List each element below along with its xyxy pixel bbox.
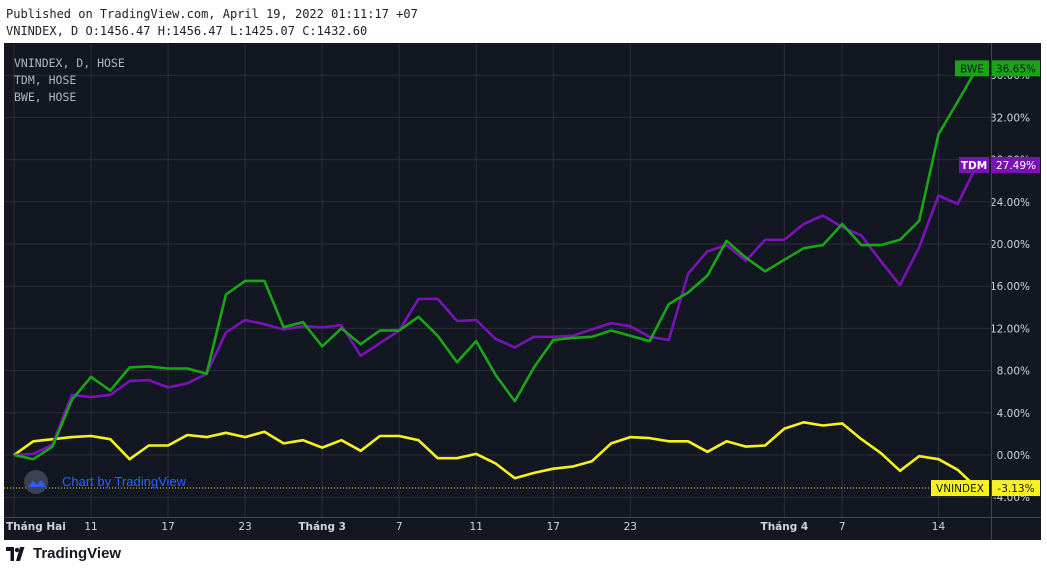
y-tick-label: 24.00% bbox=[990, 197, 1030, 209]
x-tick-label: 17 bbox=[161, 521, 174, 533]
series-name-tag-text: TDM bbox=[961, 160, 987, 172]
series-name-tag-bwe bbox=[955, 60, 989, 77]
legend: VNINDEX, D, HOSE TDM, HOSE BWE, HOSE bbox=[14, 56, 125, 104]
series-name-tag-text: BWE bbox=[960, 63, 984, 75]
series-name-tag-vnindex bbox=[931, 480, 989, 497]
y-tick-label: 4.00% bbox=[997, 408, 1030, 420]
y-tick-label: 20.00% bbox=[990, 239, 1030, 251]
y-tick-label: 8.00% bbox=[997, 366, 1030, 378]
last-value-tag-tdm bbox=[992, 156, 1040, 173]
cloud-logo-icon bbox=[24, 470, 48, 494]
tradingview-watermark[interactable]: Chart by TradingView bbox=[24, 470, 187, 494]
last-value-text: -3.13% bbox=[997, 483, 1034, 495]
last-value-tag-bwe bbox=[992, 60, 1040, 77]
x-tick-label: Tháng 4 bbox=[761, 521, 809, 533]
legend-item-tdm: TDM, HOSE bbox=[14, 73, 76, 87]
series-name-tag-tdm bbox=[959, 156, 989, 173]
series-line-vnindex[interactable] bbox=[13, 420, 978, 489]
last-value-text: 36.65% bbox=[996, 63, 1036, 75]
series-line-bwe[interactable] bbox=[13, 67, 979, 461]
tradingview-logo-icon bbox=[6, 546, 25, 561]
watermark-text: Chart by TradingView bbox=[62, 474, 187, 489]
x-tick-label: 11 bbox=[470, 521, 483, 533]
y-tick-label: 32.00% bbox=[990, 112, 1030, 124]
x-tick-label: 14 bbox=[932, 521, 946, 533]
y-tick-label: 16.00% bbox=[990, 281, 1030, 293]
published-info: Published on TradingView.com, April 19, … bbox=[6, 7, 418, 21]
ohlc-readout: VNINDEX, D O:1456.47 H:1456.47 L:1425.07… bbox=[6, 24, 368, 38]
series-line-tdm[interactable] bbox=[13, 164, 979, 457]
y-tick-label: 12.00% bbox=[990, 323, 1030, 335]
chart-background bbox=[4, 43, 1041, 540]
last-value-tag-vnindex bbox=[992, 480, 1040, 497]
legend-item-vnindex: VNINDEX, D, HOSE bbox=[14, 56, 125, 70]
x-tick-label: Tháng Hai bbox=[6, 521, 66, 533]
tradingview-brand[interactable]: TradingView bbox=[6, 545, 121, 562]
x-tick-label: 23 bbox=[238, 521, 251, 533]
legend-item-bwe: BWE, HOSE bbox=[14, 90, 76, 104]
brand-name: TradingView bbox=[33, 545, 122, 562]
x-tick-label: 7 bbox=[396, 521, 403, 533]
x-tick-label: 7 bbox=[839, 521, 846, 533]
x-tick-label: 11 bbox=[84, 521, 97, 533]
y-tick-label: 0.00% bbox=[997, 450, 1030, 462]
x-tick-label: 23 bbox=[624, 521, 637, 533]
x-tick-label: Tháng 3 bbox=[298, 521, 346, 533]
x-tick-label: 17 bbox=[547, 521, 560, 533]
cloud-logo-glyph bbox=[28, 480, 46, 487]
series-name-tag-text: VNINDEX bbox=[936, 483, 984, 495]
last-value-text: 27.49% bbox=[996, 160, 1036, 172]
